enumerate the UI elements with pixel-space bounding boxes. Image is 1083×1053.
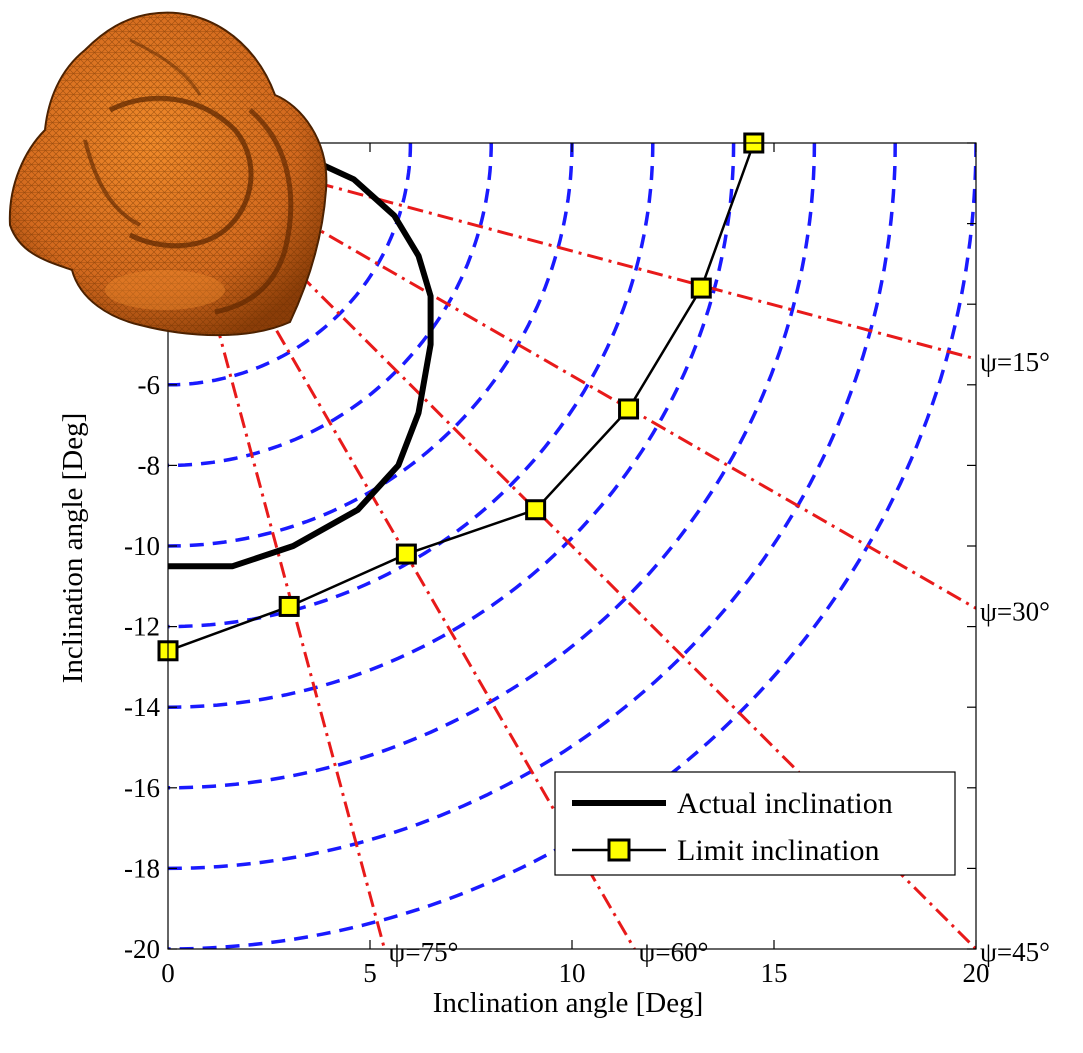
limit-marker-4 [618,398,640,420]
ray-label-75: ψ=75° [389,937,459,967]
legend-label-actual: Actual inclination [677,787,893,820]
guide-circle-r6 [168,143,413,387]
y-tick-label--12: -12 [124,612,160,642]
y-axis-title: Inclination angle [Deg] [57,413,89,684]
x-tick-label-15: 15 [761,958,788,988]
legend-swatch-limit-marker [607,838,631,862]
y-tick-label--8: -8 [138,450,161,480]
y-tick-label--6: -6 [138,370,161,400]
y-tick-labels: -6 -8 -10 -12 -14 -16 -18 -20 [124,370,160,964]
y-tick-label--10: -10 [124,531,160,561]
guide-circle-r16 [168,143,817,790]
x-tick-label-10: 10 [559,958,586,988]
ray-label-45: ψ=45° [980,937,1050,967]
mesh-model-image [8,11,328,337]
x-axis-title: Inclination angle [Deg] [433,987,704,1019]
x-tick-label-5: 5 [363,958,377,988]
ray-labels: ψ=15° ψ=30° ψ=45° ψ=60° ψ=75° [389,347,1050,967]
x-tick-label-20: 20 [963,958,990,988]
y-tick-label--16: -16 [124,773,160,803]
limit-marker-5 [690,277,712,299]
legend-label-limit: Limit inclination [677,834,879,867]
limit-marker-2 [395,543,417,565]
legend: Actual inclination Limit inclination [554,771,956,876]
ray-label-15: ψ=15° [980,347,1050,377]
ray-label-30: ψ=30° [980,596,1050,626]
x-tick-label-0: 0 [161,958,175,988]
limit-marker-3 [525,499,547,521]
y-tick-label--18: -18 [124,853,160,883]
ray-label-60: ψ=60° [638,937,708,967]
y-tick-label--20: -20 [124,934,160,964]
limit-marker-1 [278,595,300,617]
y-tick-label--14: -14 [124,692,160,722]
x-tick-labels: 0 5 10 15 20 [161,958,989,988]
